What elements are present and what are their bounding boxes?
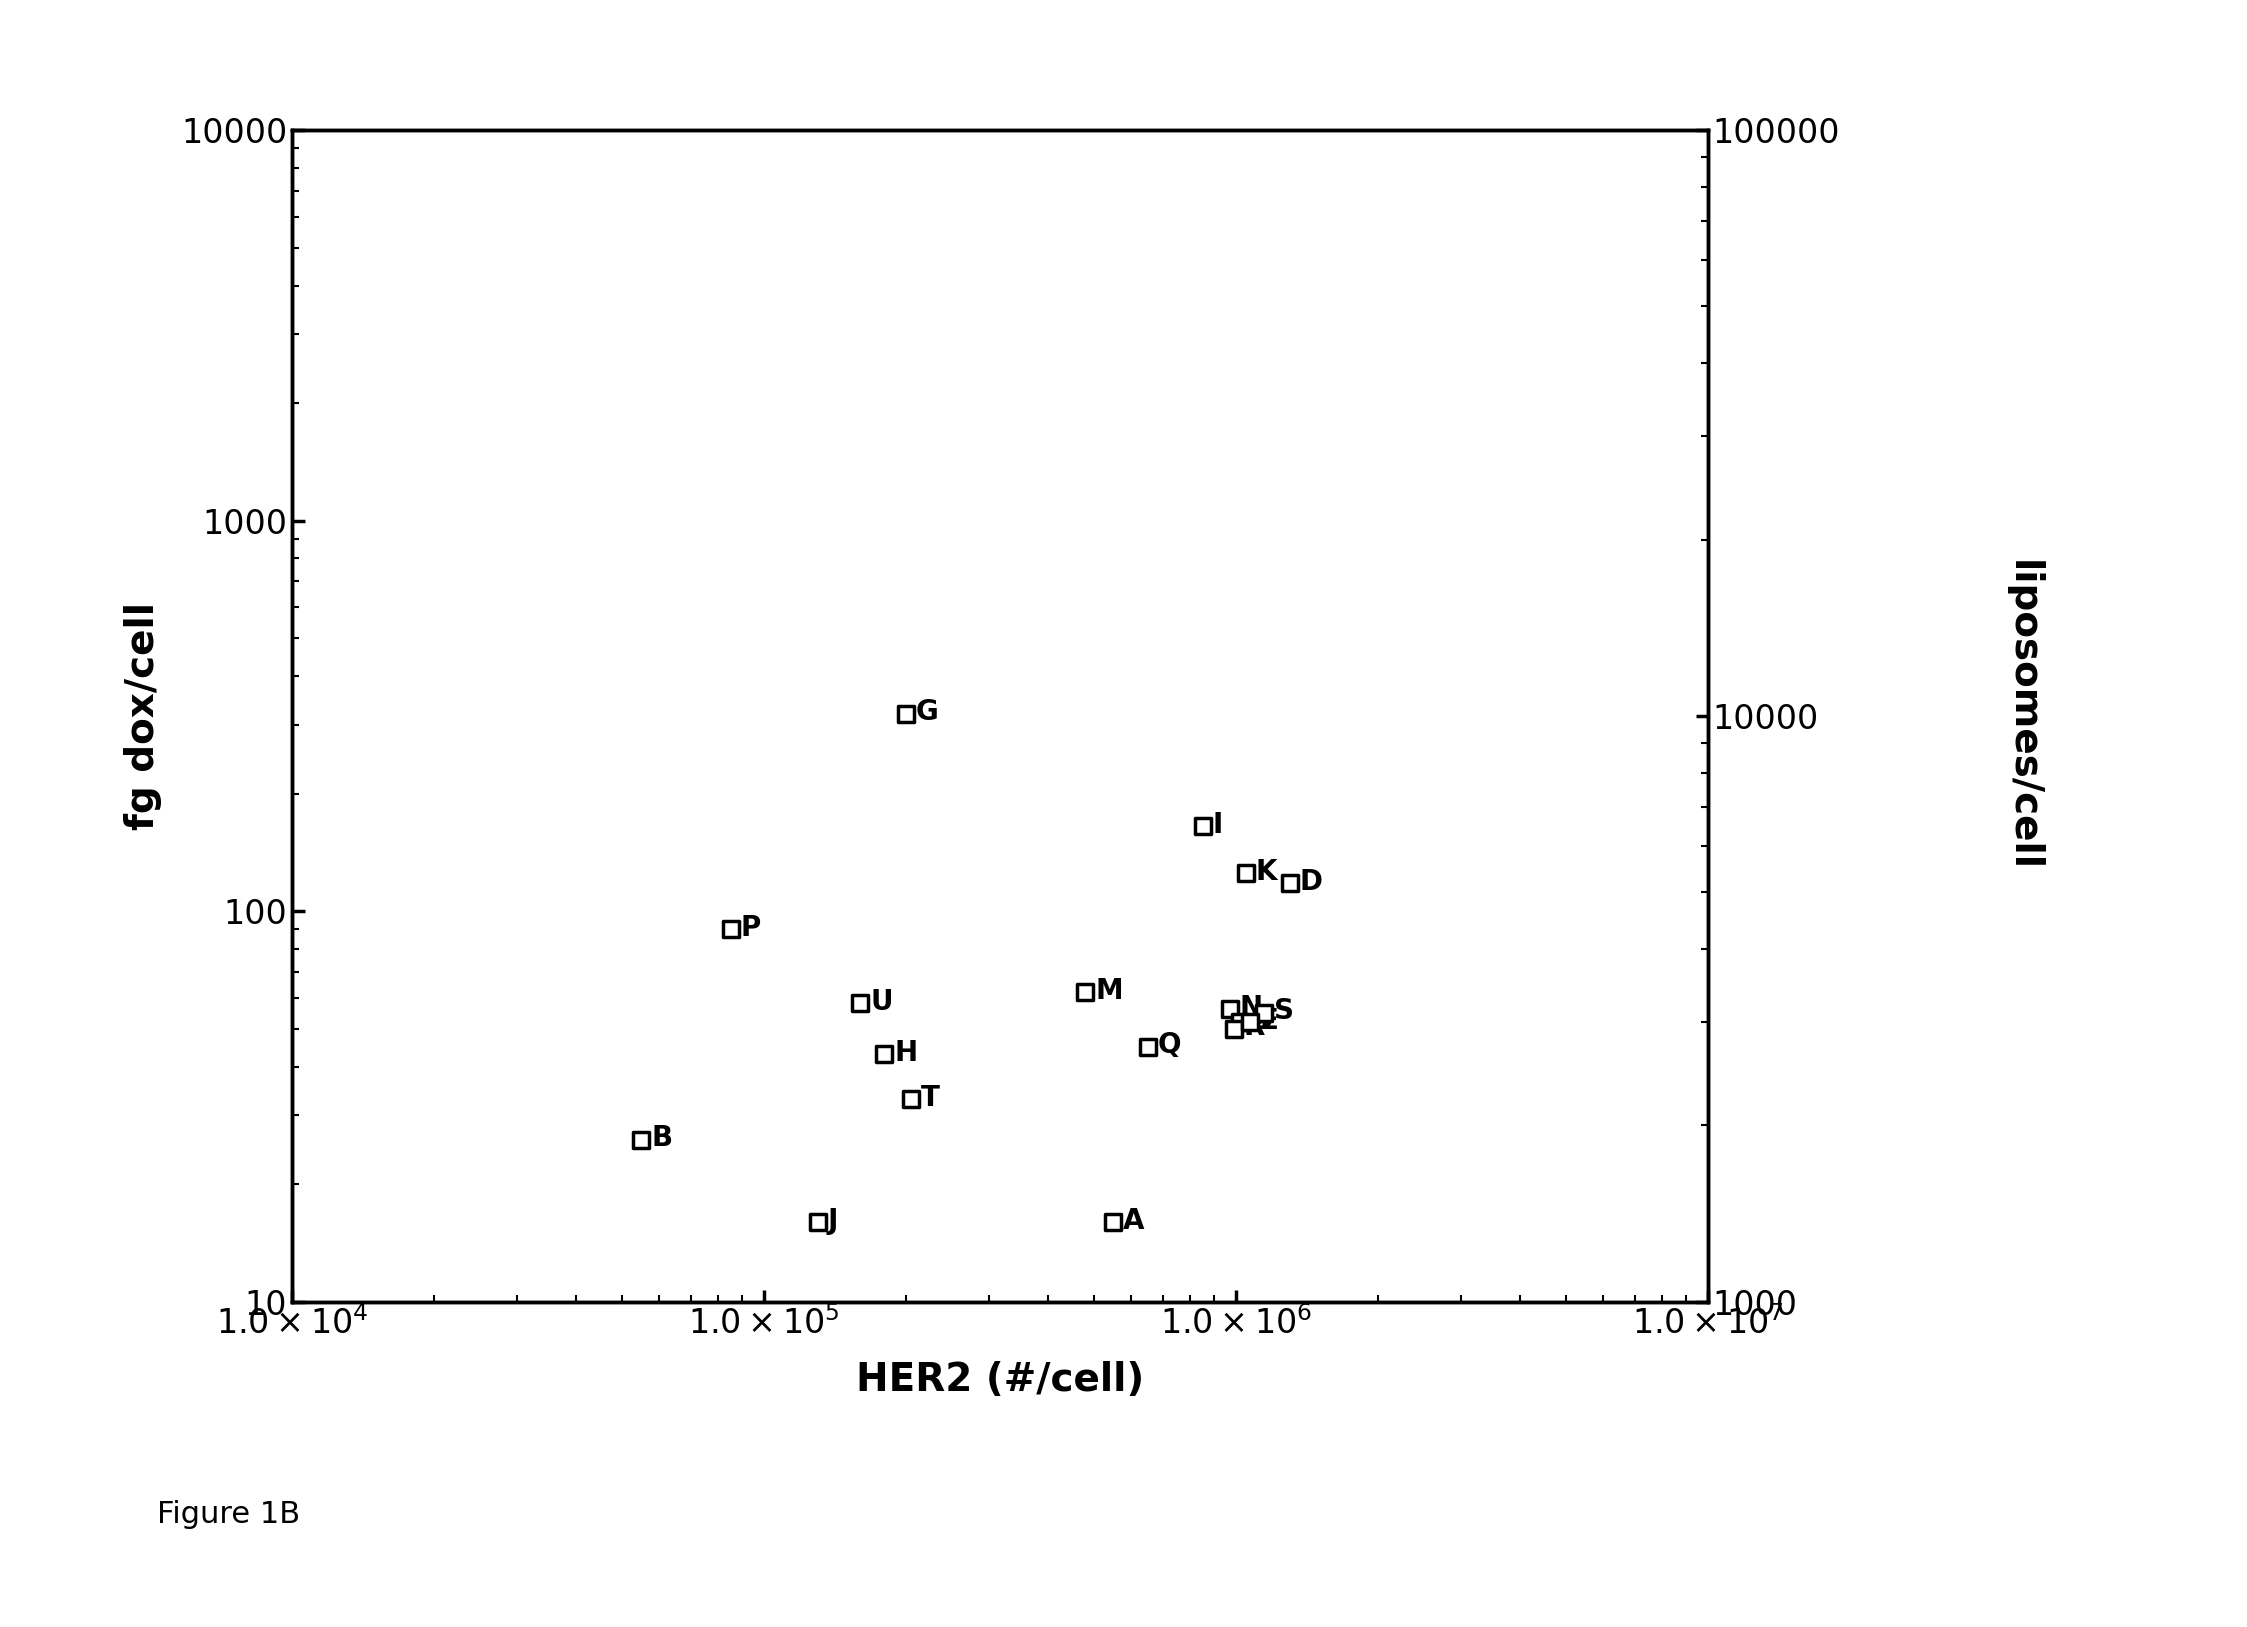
- Point: [867, 1041, 903, 1067]
- Point: [1067, 979, 1103, 1005]
- Text: Q: Q: [1157, 1032, 1180, 1059]
- Text: P: P: [742, 914, 762, 942]
- Text: T: T: [921, 1084, 939, 1111]
- Text: S: S: [1274, 997, 1294, 1025]
- Point: [843, 991, 879, 1017]
- Point: [1130, 1033, 1166, 1059]
- Point: [712, 916, 748, 942]
- Point: [1211, 996, 1247, 1022]
- Point: [1222, 1009, 1258, 1035]
- Text: liposomes/cell: liposomes/cell: [2004, 560, 2040, 872]
- Text: N: N: [1240, 994, 1263, 1022]
- Text: D: D: [1299, 867, 1321, 895]
- Text: M: M: [1094, 976, 1124, 1005]
- Text: I: I: [1213, 810, 1222, 840]
- Text: G: G: [917, 698, 939, 727]
- Point: [800, 1209, 836, 1235]
- Y-axis label: fg dox/cell: fg dox/cell: [124, 602, 162, 830]
- Text: A: A: [1124, 1207, 1144, 1235]
- Text: Figure 1B: Figure 1B: [157, 1500, 301, 1529]
- Point: [1231, 1009, 1267, 1035]
- Point: [888, 701, 924, 727]
- Point: [622, 1126, 658, 1152]
- Point: [1216, 1015, 1252, 1041]
- Point: [1184, 814, 1220, 840]
- Text: R: R: [1243, 1014, 1265, 1041]
- Point: [892, 1087, 928, 1113]
- Text: O: O: [1249, 1007, 1274, 1035]
- Point: [1094, 1209, 1130, 1235]
- Text: K: K: [1256, 857, 1276, 885]
- Point: [1247, 999, 1283, 1025]
- Point: [1227, 861, 1263, 887]
- Text: J: J: [827, 1207, 838, 1235]
- Point: [1272, 870, 1308, 896]
- Text: E: E: [1258, 1007, 1279, 1035]
- X-axis label: HER2 (#/cell): HER2 (#/cell): [856, 1360, 1144, 1399]
- Text: H: H: [894, 1040, 917, 1067]
- Text: B: B: [652, 1124, 672, 1152]
- Text: U: U: [870, 988, 892, 1017]
